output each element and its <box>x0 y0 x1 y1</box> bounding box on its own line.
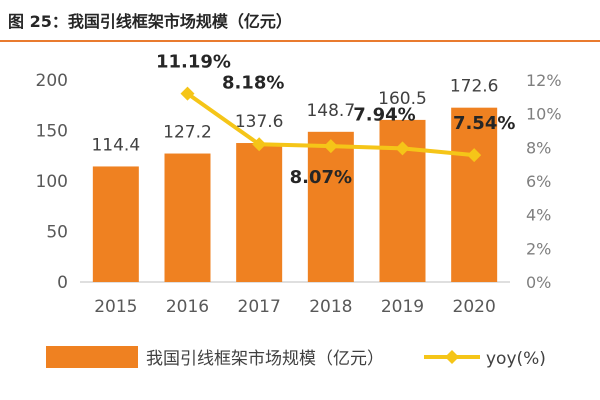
x-tick-label: 2019 <box>381 297 424 317</box>
legend-line-label: yoy(%) <box>486 349 546 369</box>
bar-value-label: 148.7 <box>306 101 355 121</box>
legend: 我国引线框架市场规模（亿元） yoy(%) <box>46 346 546 369</box>
y-right-tick-label: 8% <box>526 138 551 157</box>
x-tick-label: 2017 <box>238 297 281 317</box>
yoy-value-label: 11.19% <box>156 52 231 73</box>
legend-bar-swatch <box>46 346 138 368</box>
yoy-marker <box>323 139 338 154</box>
title-divider <box>0 40 600 42</box>
y-right-tick-label: 12% <box>526 71 562 90</box>
bars-group <box>92 107 498 283</box>
y-left-tick-label: 0 <box>57 273 68 293</box>
axes-group: 0 50 100 150 200 0% 2% 4% 6% 8% 10% 12% 2015 2016 2017… <box>36 71 562 317</box>
yoy-line-group <box>180 86 482 163</box>
x-tick-label: 2020 <box>453 297 496 317</box>
y-right-tick-label: 6% <box>526 172 551 191</box>
bar-value-label: 127.2 <box>163 123 212 143</box>
yoy-marker <box>252 137 267 152</box>
y-left-tick-label: 200 <box>36 71 68 91</box>
legend-bar-label: 我国引线框架市场规模（亿元） <box>146 349 384 369</box>
y-left-tick-label: 50 <box>46 223 68 243</box>
bar-value-label: 114.4 <box>91 135 140 155</box>
yoy-value-label: 8.07% <box>290 167 352 188</box>
bar <box>307 131 354 282</box>
y-right-tick-label: 10% <box>526 105 562 124</box>
bar-value-label: 160.5 <box>378 89 427 109</box>
yoy-value-label: 8.18% <box>222 72 284 93</box>
bar <box>92 166 139 282</box>
bar <box>451 107 498 282</box>
figure-title: 图 25：我国引线框架市场规模（亿元） <box>8 12 292 31</box>
y-right-tick-label: 2% <box>526 239 551 258</box>
yoy-value-label: 7.94% <box>353 104 415 125</box>
y-left-tick-label: 100 <box>36 172 68 192</box>
bar <box>164 153 211 282</box>
yoy-marker <box>180 86 195 101</box>
yoy-marker <box>395 141 410 156</box>
yoy-marker <box>467 148 482 163</box>
y-left-tick-label: 150 <box>36 122 68 142</box>
bar-labels-group: 114.4 127.2 137.6 148.7 160.5 172.6 <box>91 77 498 156</box>
bar <box>236 143 283 282</box>
x-tick-label: 2016 <box>166 297 209 317</box>
legend-line-marker <box>445 350 459 364</box>
bar-value-label: 137.6 <box>235 112 284 132</box>
x-tick-label: 2015 <box>94 297 137 317</box>
x-tick-label: 2018 <box>309 297 352 317</box>
yoy-labels-group: 11.19%8.18% 8.07% 7.94% 7.54% <box>156 52 515 189</box>
y-right-tick-label: 0% <box>526 273 551 292</box>
bar-value-label: 172.6 <box>450 77 499 97</box>
y-right-tick-label: 4% <box>526 206 551 225</box>
yoy-value-label: 7.54% <box>453 113 515 134</box>
